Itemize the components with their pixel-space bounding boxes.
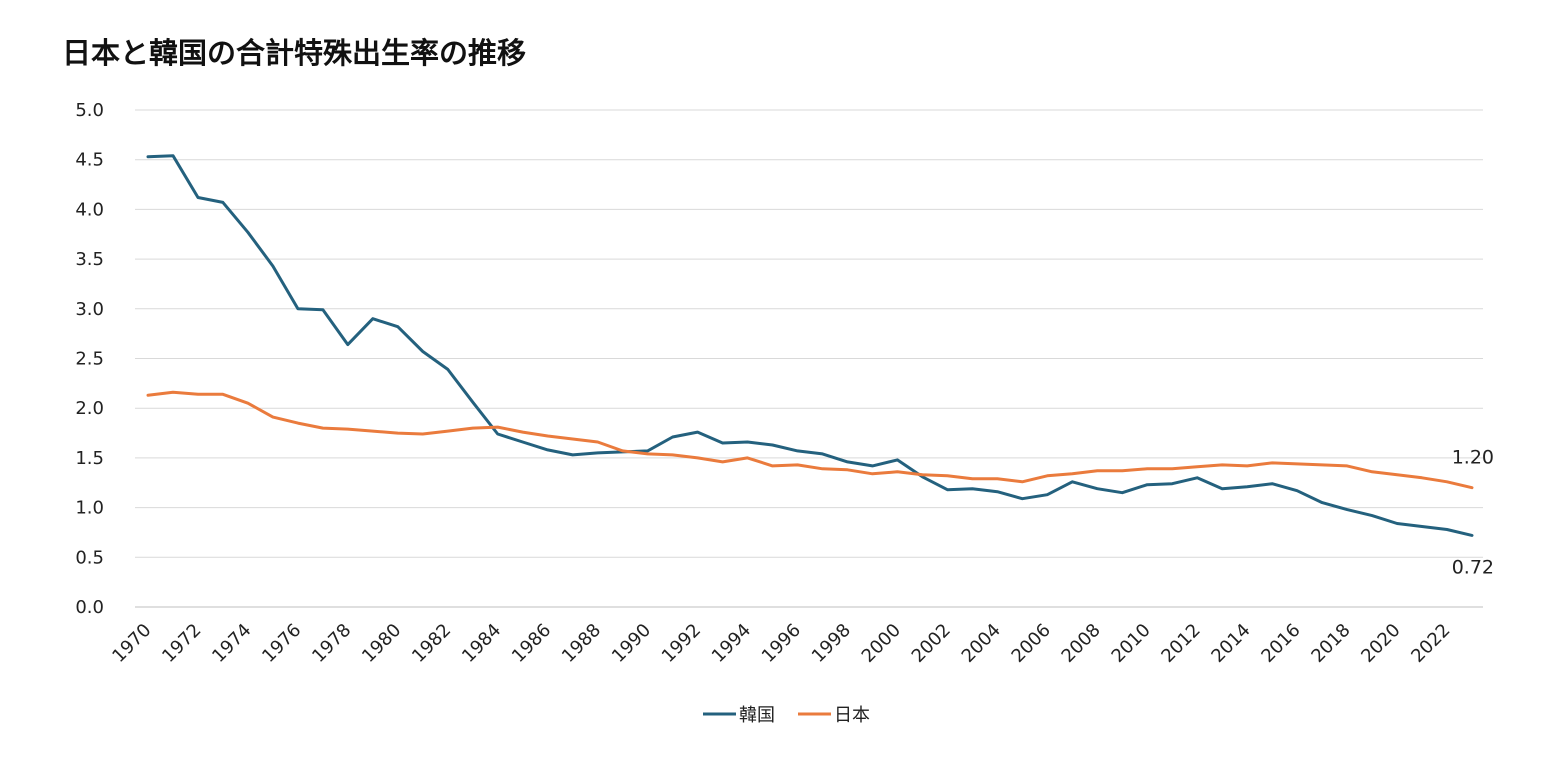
y-tick-label: 2.0 bbox=[75, 398, 104, 419]
y-tick-label: 0.5 bbox=[75, 547, 104, 568]
gridlines bbox=[135, 109, 1483, 608]
x-tick-label: 1996 bbox=[758, 620, 805, 667]
x-tick-label: 2000 bbox=[858, 620, 905, 667]
x-tick-label: 2016 bbox=[1257, 620, 1304, 667]
y-tick-label: 4.0 bbox=[75, 199, 104, 220]
x-tick-label: 2006 bbox=[1008, 620, 1055, 667]
x-tick-label: 1970 bbox=[108, 620, 155, 667]
x-tick-label: 1976 bbox=[258, 620, 305, 667]
y-tick-label: 5.0 bbox=[75, 100, 104, 121]
x-tick-label: 1990 bbox=[608, 620, 655, 667]
y-tick-label: 1.5 bbox=[75, 448, 104, 469]
series-line-0 bbox=[146, 154, 1474, 537]
legend: 韓国 日本 bbox=[703, 705, 870, 726]
x-tick-label: 2022 bbox=[1407, 620, 1454, 667]
y-tick-label: 3.5 bbox=[75, 249, 104, 270]
y-tick-label: 1.0 bbox=[75, 498, 104, 519]
series-lines bbox=[146, 154, 1474, 537]
x-tick-label: 1986 bbox=[508, 620, 555, 667]
x-tick-label: 1972 bbox=[158, 620, 205, 667]
x-axis-ticks: 1970 1972 1974 1976 1978 1980 1982 1984 1986 1988… bbox=[108, 620, 1454, 667]
x-tick-label: 2018 bbox=[1307, 620, 1354, 667]
x-tick-label: 1992 bbox=[658, 620, 705, 667]
y-axis-ticks: 0.0 0.5 1.0 1.5 2.0 2.5 3.0 3.5 4.0 4.5 5.0 bbox=[75, 100, 104, 618]
chart-title: 日本と韓国の合計特殊出生率の推移 bbox=[62, 36, 527, 70]
x-tick-label: 2008 bbox=[1058, 620, 1105, 667]
end-value-label: 1.20 bbox=[1452, 447, 1494, 469]
x-tick-label: 1984 bbox=[458, 620, 505, 667]
x-tick-label: 1998 bbox=[808, 620, 855, 667]
x-tick-label: 1982 bbox=[408, 620, 455, 667]
x-tick-label: 1988 bbox=[558, 620, 605, 667]
x-tick-label: 2020 bbox=[1357, 620, 1404, 667]
x-tick-label: 2010 bbox=[1108, 620, 1155, 667]
legend-label: 韓国 bbox=[739, 705, 775, 726]
x-tick-label: 2004 bbox=[958, 620, 1005, 667]
y-tick-label: 2.5 bbox=[75, 349, 104, 370]
y-tick-label: 3.0 bbox=[75, 299, 104, 320]
end-value-label: 0.72 bbox=[1452, 556, 1494, 578]
x-tick-label: 2012 bbox=[1157, 620, 1204, 667]
legend-label: 日本 bbox=[834, 705, 870, 726]
x-tick-label: 1978 bbox=[308, 620, 355, 667]
x-tick-label: 1994 bbox=[708, 620, 755, 667]
x-tick-label: 2002 bbox=[908, 620, 955, 667]
x-tick-label: 1974 bbox=[208, 620, 255, 667]
y-tick-label: 4.5 bbox=[75, 150, 104, 171]
series-line-1 bbox=[146, 390, 1474, 490]
end-annotations: 1.20 0.72 bbox=[1452, 447, 1494, 579]
x-tick-label: 1980 bbox=[358, 620, 405, 667]
y-tick-label: 0.0 bbox=[75, 597, 104, 618]
x-tick-label: 2014 bbox=[1207, 620, 1254, 667]
